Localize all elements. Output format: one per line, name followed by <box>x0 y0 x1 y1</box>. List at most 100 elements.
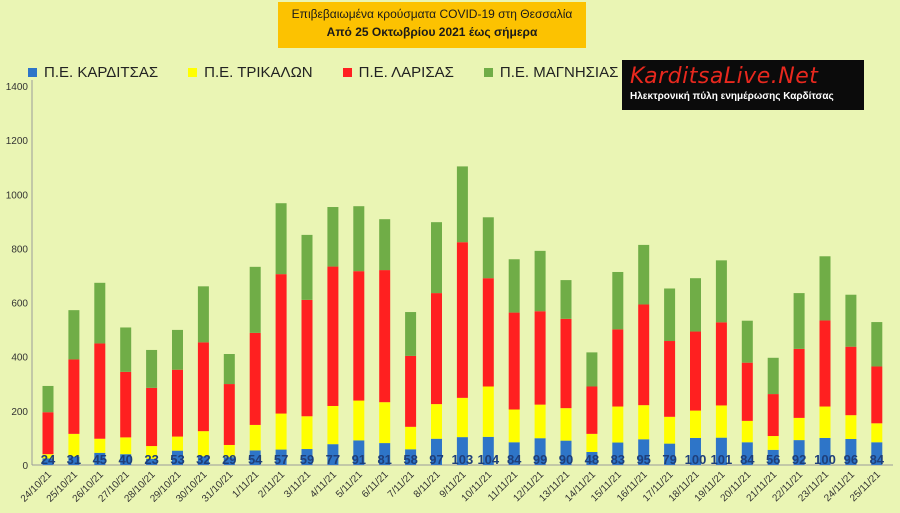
bar-segment-lar <box>456 242 468 398</box>
legend-swatch-mag <box>483 68 493 77</box>
data-label: 77 <box>326 452 340 467</box>
data-label: 103 <box>452 452 474 467</box>
bar-segment-trik <box>223 444 235 458</box>
bar-segment-lar <box>508 312 520 410</box>
bar-segment-kard <box>612 442 624 465</box>
bar-segment-lar <box>819 320 831 407</box>
chart-title: Επιβεβαιωμένα κρούσματα COVID-19 στη Θεσ… <box>291 7 573 21</box>
data-label: 84 <box>740 452 755 467</box>
bar-segment-kard <box>249 450 261 465</box>
data-label: 84 <box>507 452 522 467</box>
data-label: 81 <box>377 452 391 467</box>
bar-segment-kard <box>560 440 572 465</box>
bar-segment-trik <box>42 454 54 459</box>
bar-segment-trik <box>508 409 520 443</box>
bar-segment-trik <box>405 426 417 450</box>
x-tick-label: 3/11/21 <box>282 469 313 500</box>
data-label: 96 <box>844 452 858 467</box>
bar-segment-mag <box>690 278 701 332</box>
data-label: 45 <box>93 452 107 467</box>
data-label: 83 <box>611 452 625 467</box>
bar-segment-kard <box>690 437 701 465</box>
data-label: 90 <box>559 452 573 467</box>
bar-segment-kard <box>767 449 779 465</box>
bar-segment-mag <box>146 349 158 388</box>
x-tick-label: 5/11/21 <box>334 469 365 500</box>
bar-segment-lar <box>664 341 676 417</box>
bar-segment-trik <box>275 413 287 450</box>
bar-segment-kard <box>42 458 54 465</box>
bar-segment-mag <box>612 271 624 330</box>
bar-segment-trik <box>146 446 158 459</box>
bar-segment-lar <box>560 318 572 409</box>
bar-segment-trik <box>197 431 209 457</box>
data-label: 29 <box>222 452 236 467</box>
bar-segment-lar <box>638 304 650 406</box>
x-tick-label: 1/11/21 <box>230 469 261 500</box>
bar-segment-trik <box>68 433 80 457</box>
bar-segment-kard <box>405 449 417 465</box>
data-label: 99 <box>533 452 547 467</box>
bar-segment-kard <box>715 437 727 465</box>
bar-segment-mag <box>275 203 287 275</box>
bar-segment-mag <box>353 206 365 272</box>
data-label: 40 <box>118 452 132 467</box>
bar-segment-trik <box>793 417 805 441</box>
data-label: 100 <box>685 452 707 467</box>
data-label: 59 <box>300 452 314 467</box>
bar-segment-lar <box>482 278 494 387</box>
bar-segment-trik <box>664 416 676 444</box>
bar-segment-mag <box>301 234 313 300</box>
bar-segment-mag <box>197 286 209 343</box>
karditsalive-logo: KarditsaLive.Net Ηλεκτρονική πύλη ενημέρ… <box>622 60 864 110</box>
bar-segment-trik <box>456 397 468 438</box>
bar-segment-mag <box>405 312 417 356</box>
bar-segment-trik <box>249 424 261 451</box>
bar-segment-mag <box>871 322 883 367</box>
bar-segment-mag <box>94 282 106 344</box>
bar-segment-mag <box>508 259 520 313</box>
bar-segment-mag <box>638 244 650 305</box>
x-tick-label: 6/11/21 <box>360 469 391 500</box>
x-tick-label: 8/11/21 <box>412 469 443 500</box>
data-label: 92 <box>792 452 806 467</box>
bar-segment-lar <box>741 362 753 421</box>
legend-item-trik: Π.Ε. ΤΡΙΚΑΛΩΝ <box>188 64 313 81</box>
data-label: 84 <box>870 452 885 467</box>
bar-segment-mag <box>534 250 546 312</box>
bar-segment-trik <box>871 423 883 443</box>
bar-segment-lar <box>146 387 158 447</box>
data-label: 100 <box>814 452 836 467</box>
bar-segment-trik <box>120 437 132 455</box>
bar-segment-kard <box>275 449 287 465</box>
bar-segment-trik <box>353 400 365 441</box>
bar-segment-kard <box>586 452 598 465</box>
bar-segment-kard <box>431 438 442 465</box>
bar-segment-mag <box>715 260 727 323</box>
bar-segment-kard <box>845 439 857 465</box>
data-label: 48 <box>585 452 599 467</box>
bar-segment-kard <box>741 442 753 465</box>
y-tick-label: 600 <box>11 299 28 310</box>
data-label: 53 <box>170 452 184 467</box>
bar-segment-trik <box>327 405 339 445</box>
bar-segment-kard <box>94 452 106 465</box>
bar-segment-kard <box>664 443 676 465</box>
bar-segment-lar <box>42 412 54 455</box>
legend-label-mag: Π.Ε. ΜΑΓΝΗΣΙΑΣ <box>499 64 619 81</box>
data-label: 58 <box>403 452 417 467</box>
bar-segment-trik <box>94 438 106 453</box>
chart-subtitle: Από 25 Οκτωβρίου 2021 έως σήμερα <box>326 25 538 39</box>
x-tick-label: 7/11/21 <box>386 469 417 500</box>
bar-segment-trik <box>638 405 650 440</box>
data-label: 79 <box>662 452 676 467</box>
data-label: 101 <box>711 452 733 467</box>
bar-segment-lar <box>715 322 727 406</box>
bar-segment-trik <box>819 406 831 438</box>
bar-segment-kard <box>146 458 158 465</box>
data-label: 104 <box>477 452 499 467</box>
y-tick-label: 1200 <box>6 136 29 147</box>
bar-segment-mag <box>120 327 132 372</box>
data-label: 95 <box>636 452 650 467</box>
